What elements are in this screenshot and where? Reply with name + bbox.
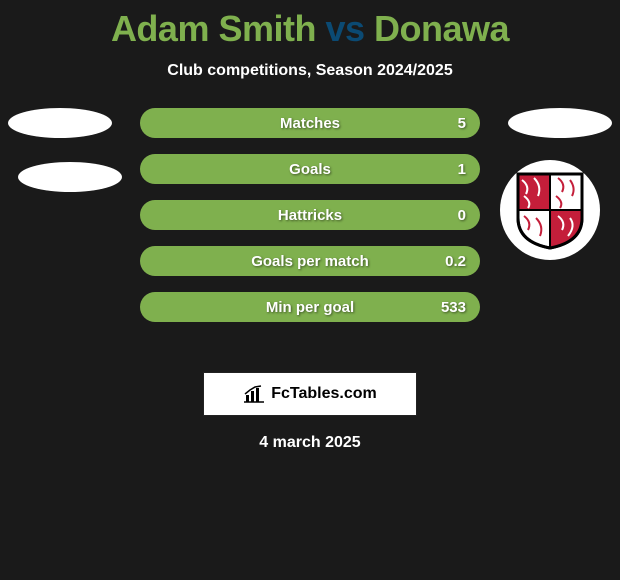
stat-value-right: 0 xyxy=(458,207,466,224)
stat-label: Hattricks xyxy=(278,207,342,224)
subtitle: Club competitions, Season 2024/2025 xyxy=(0,62,620,80)
stat-label: Matches xyxy=(280,115,340,132)
stat-value-right: 533 xyxy=(441,299,466,316)
comparison-stage: Matches 5 Goals 1 Hattricks 0 Goals per … xyxy=(0,108,620,368)
page-title: Adam Smith vs Donawa xyxy=(0,0,620,50)
stat-label: Goals per match xyxy=(251,253,369,270)
stat-bars: Matches 5 Goals 1 Hattricks 0 Goals per … xyxy=(140,108,480,338)
player1-badge-top xyxy=(8,108,112,138)
club-crest xyxy=(500,160,600,260)
bar-chart-icon xyxy=(243,385,265,403)
shield-icon xyxy=(514,170,586,250)
stat-bar-min-per-goal: Min per goal 533 xyxy=(140,292,480,322)
brand-text: FcTables.com xyxy=(271,385,377,403)
stat-label: Min per goal xyxy=(266,299,354,316)
stat-bar-hattricks: Hattricks 0 xyxy=(140,200,480,230)
stat-value-right: 0.2 xyxy=(445,253,466,270)
stat-bar-matches: Matches 5 xyxy=(140,108,480,138)
player2-badge-top xyxy=(508,108,612,138)
title-player2: Donawa xyxy=(374,8,509,49)
title-player1: Adam Smith xyxy=(111,8,316,49)
stat-value-right: 5 xyxy=(458,115,466,132)
stat-label: Goals xyxy=(289,161,331,178)
date-text: 4 march 2025 xyxy=(0,434,620,452)
title-vs: vs xyxy=(316,8,374,49)
brand-box: FcTables.com xyxy=(203,372,417,416)
player1-badge-bottom xyxy=(18,162,122,192)
stat-value-right: 1 xyxy=(458,161,466,178)
stat-bar-goals-per-match: Goals per match 0.2 xyxy=(140,246,480,276)
stat-bar-goals: Goals 1 xyxy=(140,154,480,184)
